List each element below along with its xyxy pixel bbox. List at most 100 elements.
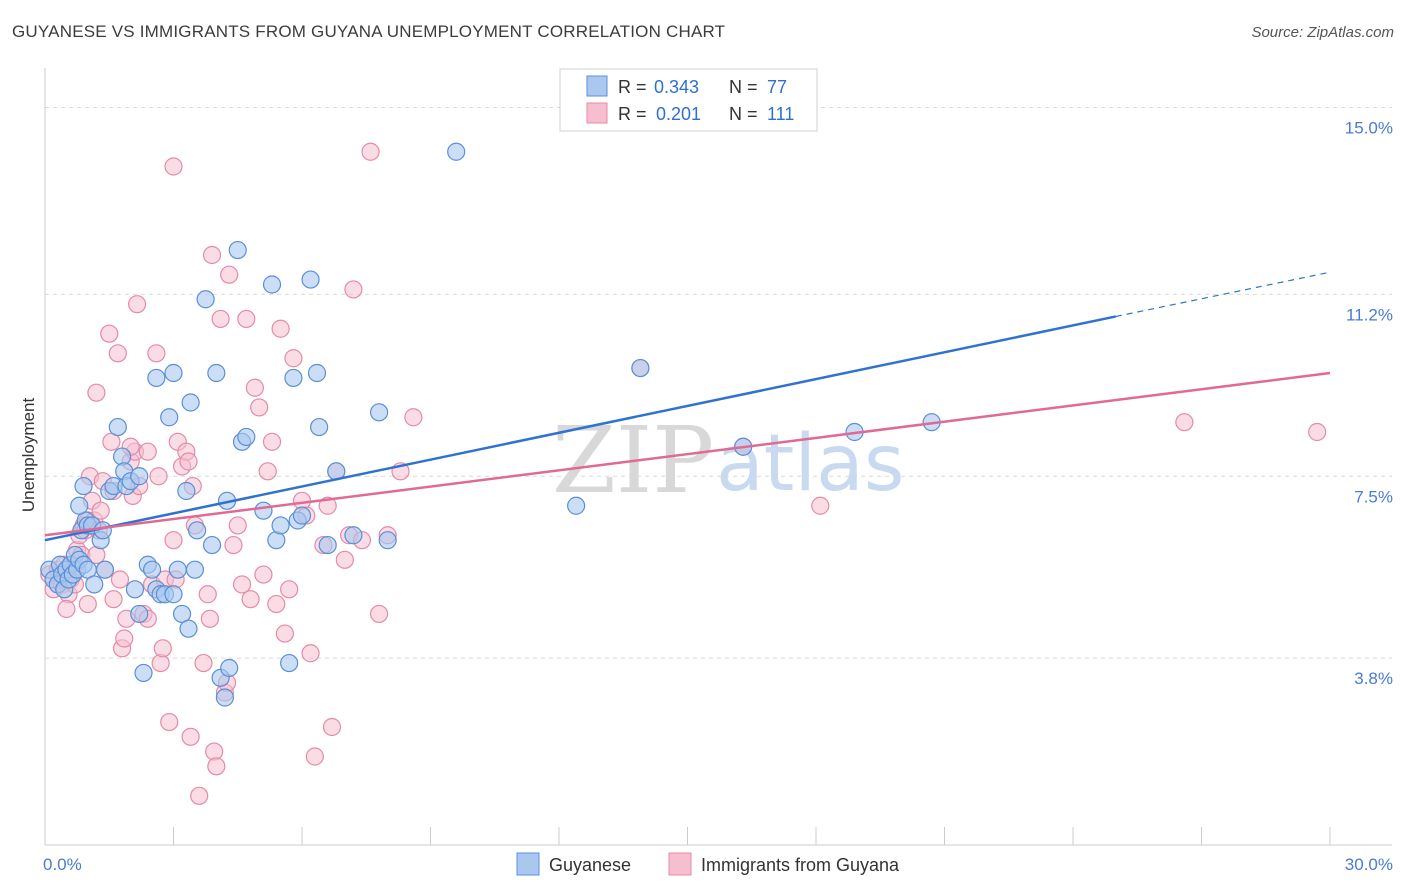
point-immigrants-110 <box>104 590 123 609</box>
point-immigrants-31 <box>115 629 134 648</box>
point-immigrants-42 <box>149 467 168 486</box>
point-immigrants-28 <box>108 344 127 363</box>
x-tick-label-0: 0.0% <box>43 855 82 874</box>
x-tick-labels: 0.0% 30.0% <box>43 855 1393 874</box>
point-guyanese-66 <box>280 653 299 673</box>
watermark-atlas: atlas <box>716 419 905 509</box>
point-guyanese-34 <box>130 604 149 624</box>
point-guyanese-77 <box>378 531 397 550</box>
point-guyanese-33 <box>130 467 149 486</box>
point-guyanese-62 <box>254 501 273 520</box>
point-immigrants-36 <box>127 295 147 314</box>
legend-r-label-1: R = <box>618 77 647 97</box>
point-immigrants-105 <box>87 383 106 402</box>
point-guyanese-76 <box>370 403 389 422</box>
legend-swatch-guyanese <box>586 75 608 97</box>
point-immigrants-87 <box>318 496 337 515</box>
point-immigrants-67 <box>224 535 243 555</box>
point-immigrants-92 <box>344 280 363 299</box>
point-immigrants-95 <box>370 604 389 624</box>
point-immigrants-60 <box>202 245 222 265</box>
point-immigrants-77 <box>267 594 286 614</box>
trend-lines <box>44 271 1331 542</box>
bottom-legend-swatch-guyanese <box>516 852 540 876</box>
point-immigrants-56 <box>190 786 209 805</box>
legend-swatch-immigrants <box>586 102 608 124</box>
legend-n-label-1: N = <box>729 77 758 97</box>
point-guyanese-24 <box>95 560 115 579</box>
point-guyanese-37 <box>142 560 162 579</box>
point-immigrants-46 <box>160 712 179 732</box>
point-immigrants-53 <box>181 727 200 746</box>
point-guyanese-79 <box>567 496 586 515</box>
y-axis-label: Unemployment <box>19 398 38 513</box>
point-immigrants-69 <box>232 575 252 594</box>
point-immigrants-72 <box>245 378 264 397</box>
legend-r-label-2: R = <box>618 104 647 124</box>
point-immigrants-73 <box>250 398 269 417</box>
point-immigrants-58 <box>198 585 217 604</box>
point-immigrants-52 <box>179 452 198 471</box>
point-guyanese-75 <box>344 526 363 545</box>
point-immigrants-47 <box>164 531 183 550</box>
trend-line-guyanese <box>44 315 1117 542</box>
point-immigrants-79 <box>275 624 294 643</box>
point-guyanese-54 <box>207 363 226 383</box>
point-immigrants-68 <box>228 516 247 535</box>
point-guyanese-50 <box>185 560 205 579</box>
legend-n-value-1: 77 <box>767 77 787 97</box>
point-guyanese-59 <box>228 240 247 260</box>
point-guyanese-70 <box>301 270 320 289</box>
point-immigrants-70 <box>237 309 256 329</box>
series-legend: Guyanese Immigrants from Guyana <box>516 852 900 876</box>
point-immigrants-102 <box>1175 413 1194 432</box>
point-guyanese-69 <box>292 506 312 525</box>
point-immigrants-59 <box>200 609 220 628</box>
point-guyanese-63 <box>262 275 282 294</box>
point-guyanese-45 <box>168 560 187 579</box>
point-immigrants-62 <box>207 757 226 776</box>
point-guyanese-43 <box>164 363 183 383</box>
point-immigrants-57 <box>194 653 213 673</box>
point-immigrants-90 <box>335 550 354 569</box>
point-guyanese-18 <box>74 476 93 496</box>
point-immigrants-39 <box>138 442 157 461</box>
point-immigrants-25 <box>100 324 119 343</box>
point-immigrants-66 <box>220 265 239 284</box>
point-guyanese-71 <box>307 363 327 383</box>
point-guyanese-67 <box>284 368 303 388</box>
point-immigrants-106 <box>164 157 183 176</box>
point-guyanese-61 <box>237 427 256 447</box>
point-guyanese-44 <box>164 585 183 604</box>
point-guyanese-51 <box>187 521 207 540</box>
point-immigrants-84 <box>301 644 320 663</box>
point-immigrants-78 <box>271 319 290 338</box>
y-tick-label-3: 15.0% <box>1345 119 1393 138</box>
source-label: Source: ZipAtlas.com <box>1251 24 1394 41</box>
point-guyanese-53 <box>202 535 222 555</box>
point-guyanese-65 <box>271 516 290 535</box>
correlation-legend: R = 0.343 N = 77 R = 0.201 N = 111 <box>559 68 818 132</box>
point-immigrants-75 <box>258 462 277 481</box>
point-guyanese-35 <box>134 663 153 683</box>
point-immigrants-74 <box>254 565 273 584</box>
point-guyanese-47 <box>177 481 196 501</box>
point-guyanese-56 <box>215 688 234 707</box>
point-immigrants-88 <box>322 717 342 737</box>
point-immigrants-29 <box>110 570 130 589</box>
point-immigrants-109 <box>78 594 97 614</box>
y-tick-labels: 3.8% 7.5% 11.2% 15.0% <box>1345 119 1393 689</box>
bottom-legend-swatch-immigrants <box>668 852 692 876</box>
chart-title: GUYANESE VS IMMIGRANTS FROM GUYANA UNEMP… <box>12 22 726 41</box>
point-immigrants-76 <box>262 432 282 451</box>
point-immigrants-22 <box>91 501 110 520</box>
point-immigrants-80 <box>280 580 299 599</box>
point-guyanese-72 <box>310 417 329 437</box>
point-guyanese-52 <box>196 290 215 309</box>
point-immigrants-71 <box>241 590 260 609</box>
point-guyanese-21 <box>85 575 104 594</box>
point-immigrants-63 <box>211 309 230 329</box>
point-immigrants-101 <box>811 496 830 515</box>
point-guyanese-58 <box>220 658 239 678</box>
